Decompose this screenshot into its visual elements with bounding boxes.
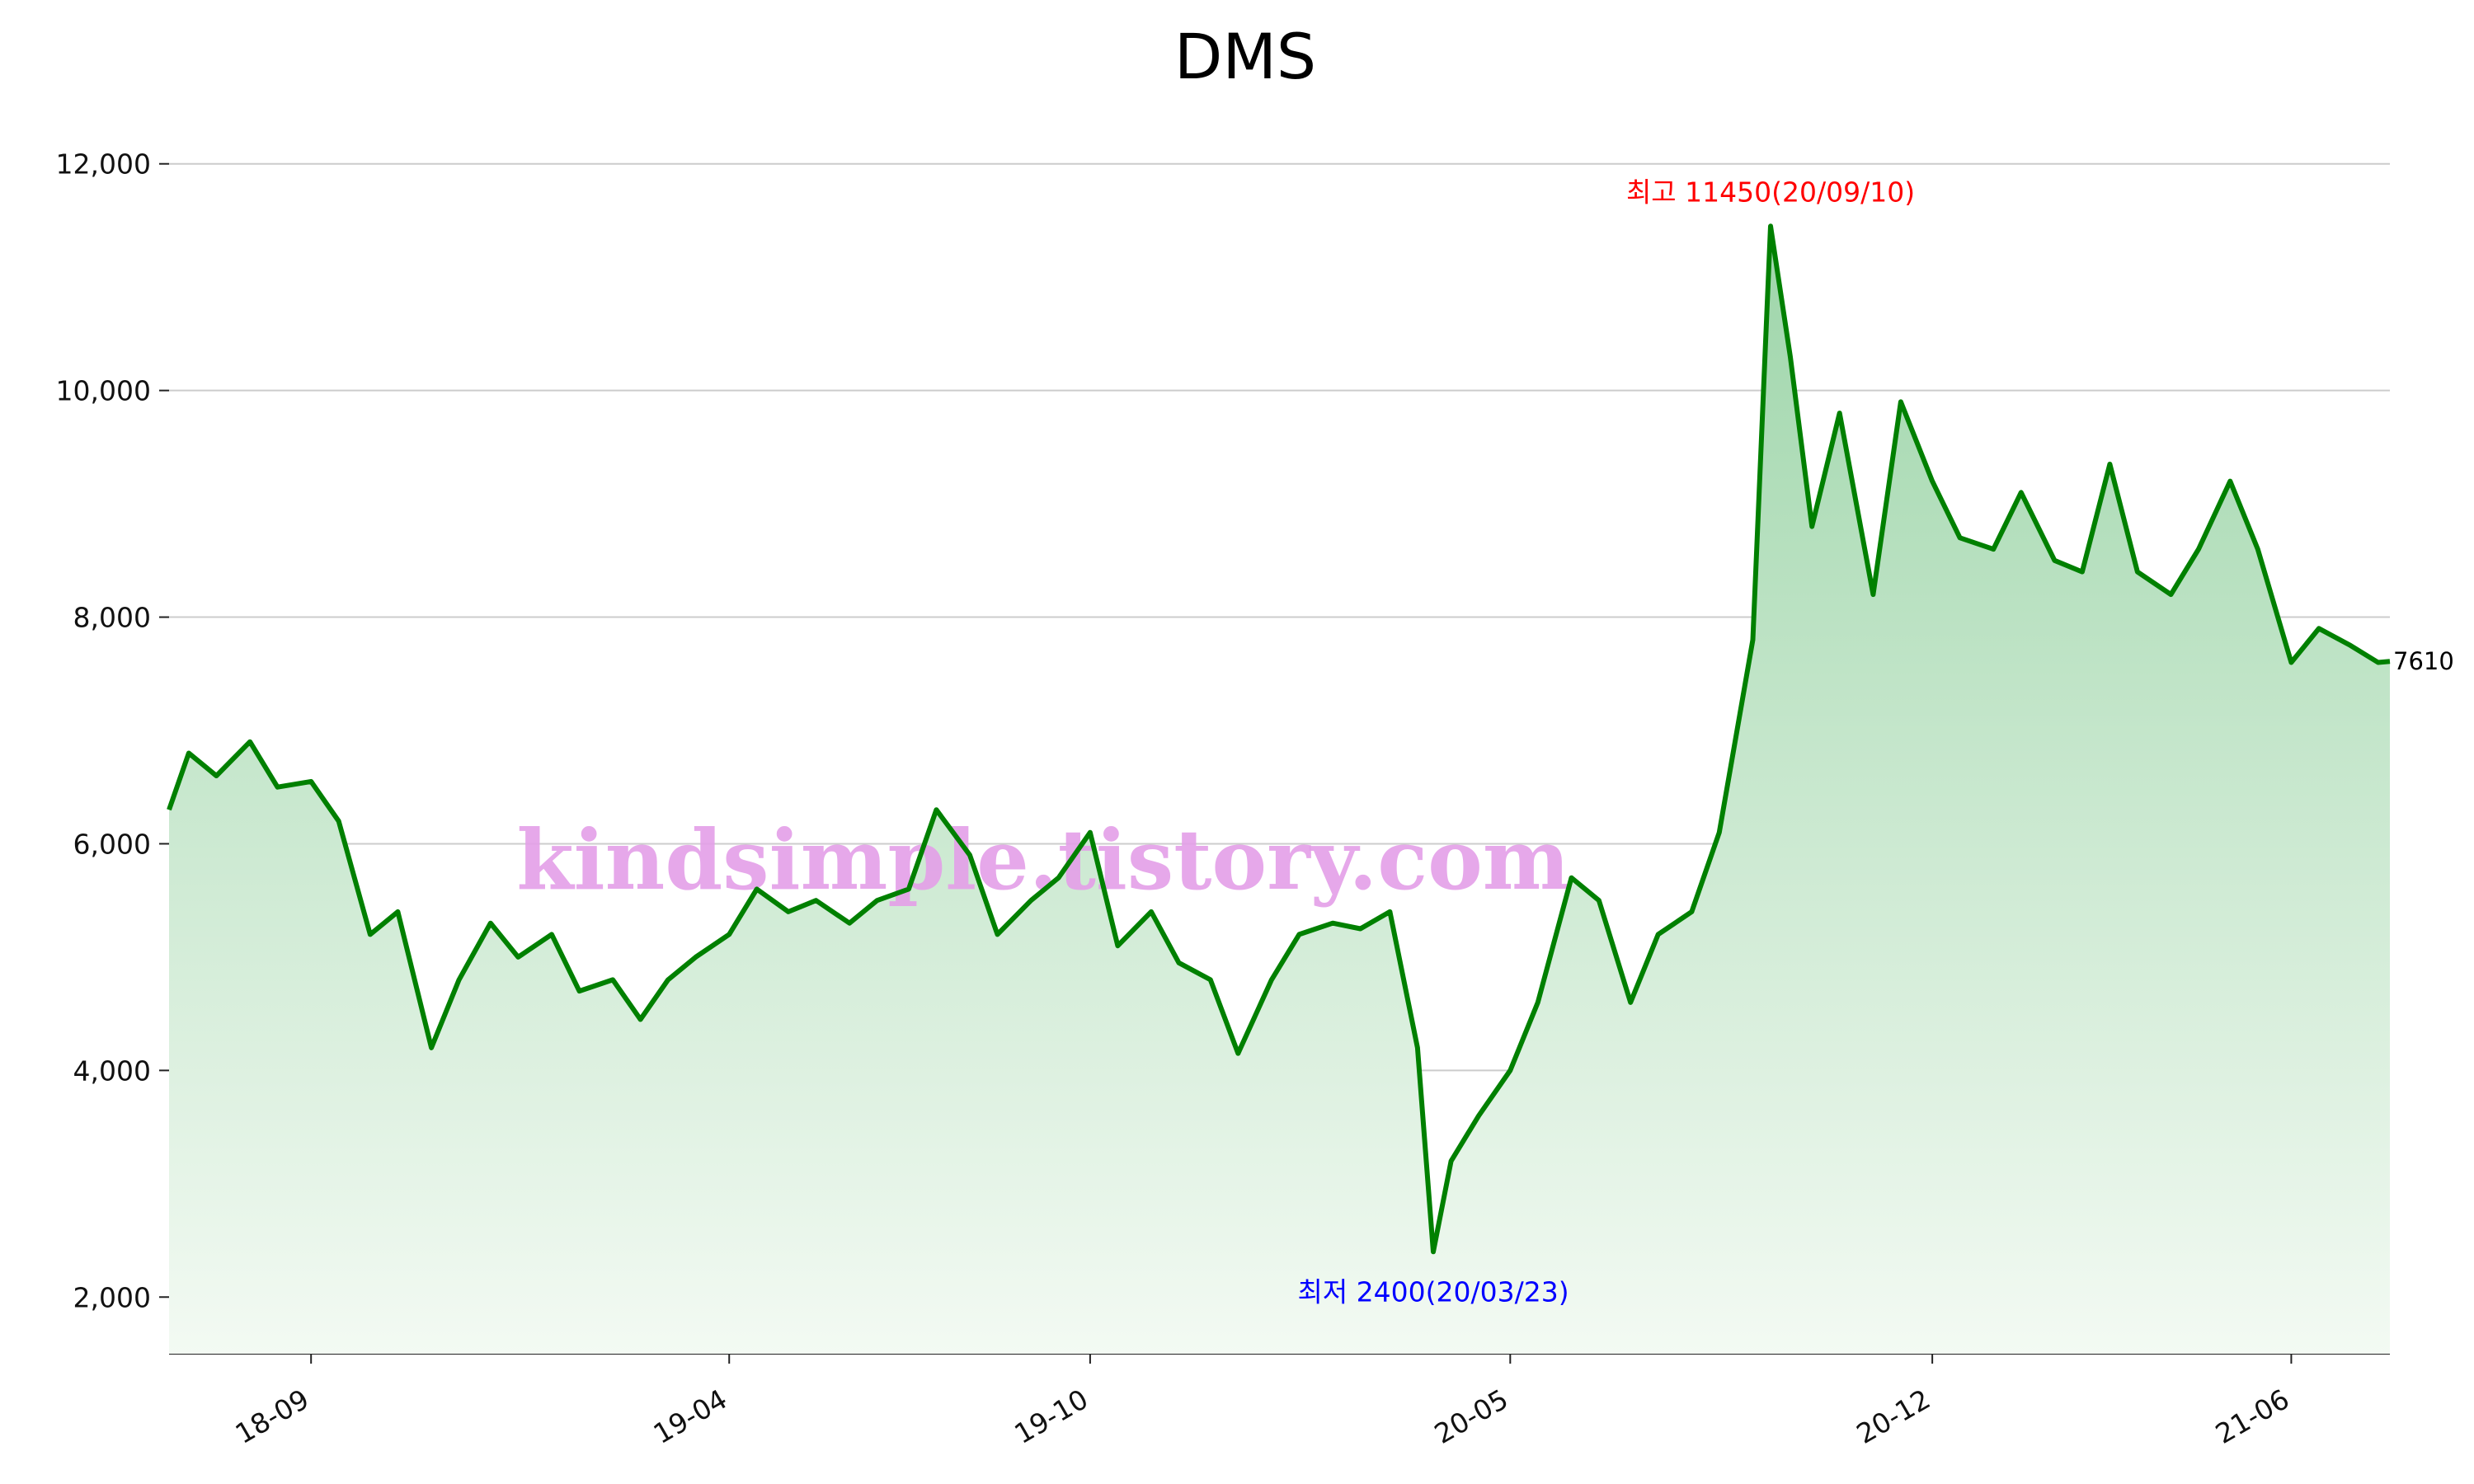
y-axis: 2,000 4,000 6,000 8,000 10,000 12,000 xyxy=(56,148,169,1313)
x-axis: 18-09 19-04 19-10 20-05 20-12 21-06 xyxy=(169,1353,2390,1450)
chart-title: DMS xyxy=(1174,20,1316,93)
watermark: kindsimple.tistory.com xyxy=(516,811,1569,909)
x-tick-label: 20-12 xyxy=(1851,1383,1936,1450)
annotations: 최고 11450(20/09/10) 최저 2400(20/03/23) xyxy=(1297,176,1915,1308)
x-tick-label: 19-10 xyxy=(1009,1383,1094,1450)
y-tick-label: 12,000 xyxy=(56,148,151,181)
max-annotation: 최고 11450(20/09/10) xyxy=(1626,176,1915,208)
price-series-line xyxy=(167,223,2391,1255)
price-area-fill xyxy=(169,226,2390,1354)
x-tick-label: 18-09 xyxy=(230,1383,315,1450)
y-tick-label: 10,000 xyxy=(56,375,151,407)
y-tick-label: 8,000 xyxy=(73,602,151,634)
x-tick-label: 20-05 xyxy=(1429,1383,1514,1450)
x-tick-label: 21-06 xyxy=(2210,1383,2295,1450)
y-tick-label: 6,000 xyxy=(73,828,151,860)
y-tick-label: 2,000 xyxy=(73,1281,151,1313)
last-value-label: 7610 xyxy=(2393,647,2454,675)
y-tick-label: 4,000 xyxy=(73,1054,151,1087)
min-annotation: 최저 2400(20/03/23) xyxy=(1297,1275,1569,1308)
x-tick-label: 19-04 xyxy=(648,1383,733,1450)
